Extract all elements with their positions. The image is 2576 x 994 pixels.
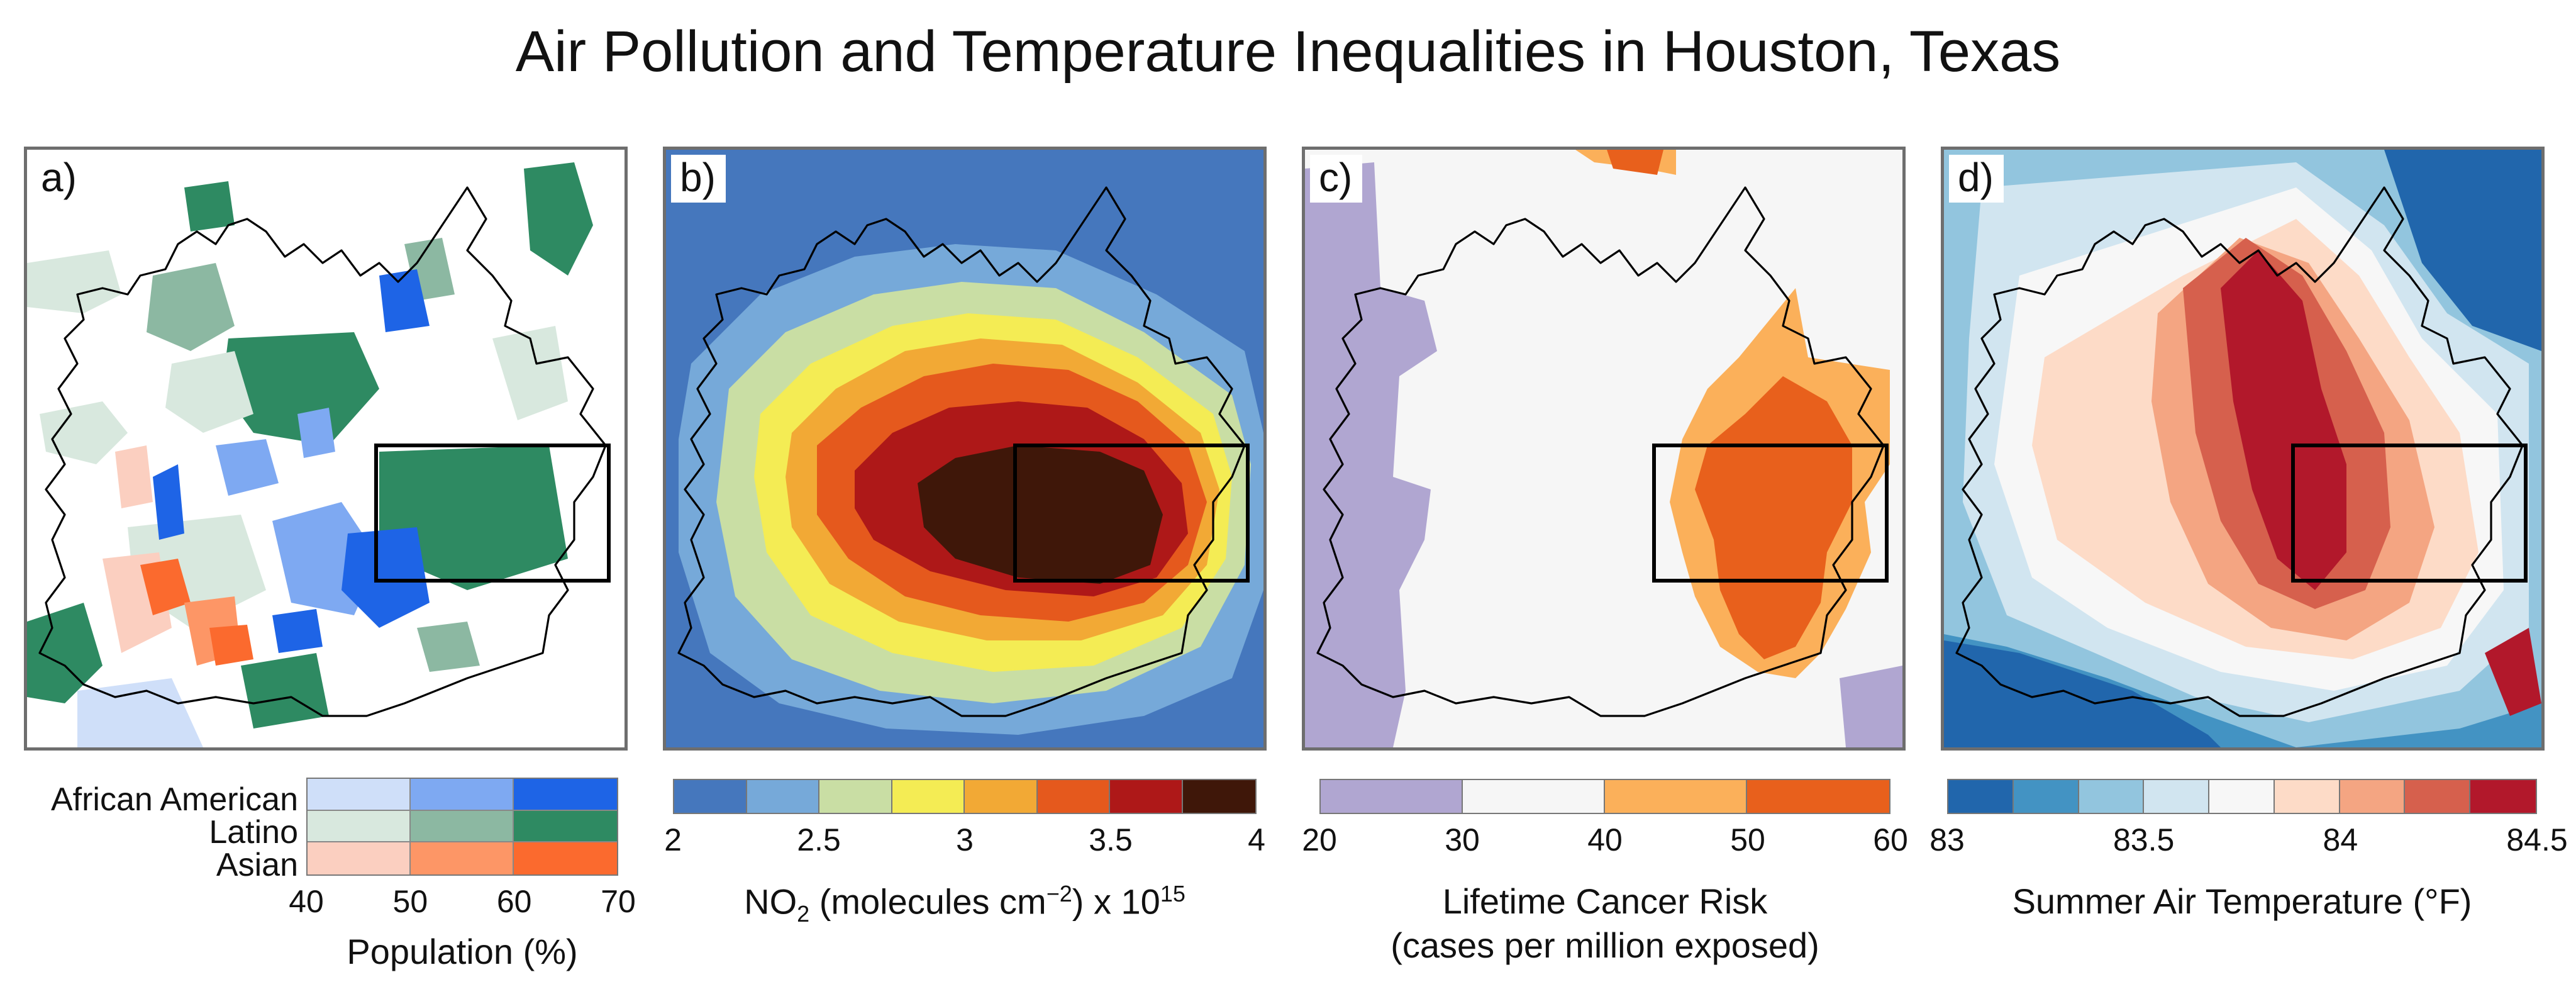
city-boundary	[1955, 186, 2524, 717]
cbar-b-swatch-4	[892, 780, 965, 813]
no2-map-svg	[666, 150, 1263, 747]
legend-cell-latino-2	[411, 810, 514, 843]
study-area-box	[1652, 444, 1889, 583]
demographic-legend-grid	[306, 778, 618, 876]
cbar-b-tick-label: 3.5	[1089, 822, 1133, 857]
no2-axis-label: NO2 (molecules cm−2) x 1015	[673, 880, 1257, 928]
cbar-c-swatch-4	[1747, 780, 1889, 813]
city-boundary	[1316, 186, 1885, 717]
no2-label-pre: NO	[744, 881, 797, 922]
panel-d-temperature-map: d)	[1941, 147, 2545, 751]
legend-row-label-latino: Latino	[209, 814, 298, 851]
temp-band-9	[2221, 250, 2346, 590]
legend-cell-asian-1	[308, 842, 411, 874]
panel-c-cancer-risk-map: c)	[1302, 147, 1906, 751]
no2-label-sub: 2	[797, 900, 810, 927]
cbar-c-tick-label: 20	[1302, 822, 1337, 857]
no2-label-sup1: −2	[1046, 881, 1072, 907]
cbar-d-swatch-9	[2470, 780, 2536, 813]
cbar-d-tick-label: 84.5	[2506, 822, 2568, 857]
legend-a-tick-label: 60	[496, 884, 532, 919]
legend-cell-asian-2	[411, 842, 514, 874]
temp-band-1a	[2384, 150, 2541, 351]
cancer-label-line1: Lifetime Cancer Risk	[1442, 881, 1768, 921]
panel-b-no2-map: b)	[663, 147, 1267, 751]
cbar-d-swatch-7	[2340, 780, 2406, 813]
figure-title: Air Pollution and Temperature Inequaliti…	[515, 20, 2061, 84]
temp-band-1b	[1944, 640, 2221, 747]
temperature-map-svg	[1944, 150, 2541, 747]
cbar-b-swatch-5	[965, 780, 1038, 813]
cancer-axis-label: Lifetime Cancer Risk (cases per million …	[1319, 880, 1890, 968]
cbar-c-swatch-3	[1605, 780, 1747, 813]
cancer-band-1b	[1840, 666, 1902, 747]
cbar-b-tick-label: 2.5	[797, 822, 841, 857]
cbar-b-tick-label: 2	[664, 822, 682, 857]
cancer-label-line2: (cases per million exposed)	[1391, 925, 1819, 965]
study-area-box	[2291, 444, 2528, 583]
panel-label-a: a)	[32, 155, 87, 203]
legend-cell-latino-3	[514, 810, 617, 843]
cbar-d-tick-label: 83	[1929, 822, 1965, 857]
no2-label-post: ) x 10	[1072, 881, 1160, 922]
legend-a-axis-label: Population (%)	[347, 932, 578, 971]
cbar-c-swatch-2	[1463, 780, 1605, 813]
temperature-colorbar	[1947, 779, 2537, 814]
cbar-b-swatch-8	[1182, 780, 1255, 813]
cancer-colorbar	[1319, 779, 1890, 814]
cbar-b-swatch-1	[674, 780, 747, 813]
cbar-b-swatch-6	[1037, 780, 1110, 813]
cbar-c-tick-label: 50	[1730, 822, 1765, 857]
legend-cell-african-american-2	[411, 779, 514, 811]
cancer-band-1	[1305, 162, 1437, 747]
legend-cell-asian-3	[514, 842, 617, 874]
temperature-axis-label: Summer Air Temperature (°F)	[2012, 881, 2472, 921]
cbar-b-swatch-7	[1110, 780, 1183, 813]
cbar-d-tick-label: 83.5	[2112, 822, 2175, 857]
legend-a-tick-label: 70	[601, 884, 636, 919]
cbar-d-swatch-1	[1948, 780, 2014, 813]
cbar-d-swatch-2	[2013, 780, 2079, 813]
cancer-band-4b	[1607, 150, 1663, 175]
cbar-d-tick-label: 84	[2323, 822, 2358, 857]
cbar-c-tick-label: 40	[1587, 822, 1623, 857]
panel-label-b: b)	[671, 155, 726, 203]
cbar-b-swatch-3	[819, 780, 892, 813]
legend-row-label-asian: Asian	[216, 847, 298, 883]
legend-cell-african-american-1	[308, 779, 411, 811]
panel-label-c: c)	[1310, 155, 1363, 203]
demographics-map-svg	[27, 150, 625, 747]
no2-colorbar	[673, 779, 1257, 814]
cbar-c-tick-label: 60	[1873, 822, 1908, 857]
temp-band-9b	[2485, 628, 2541, 716]
legend-cell-african-american-3	[514, 779, 617, 811]
legend-cell-latino-1	[308, 810, 411, 843]
demographic-patches	[27, 162, 593, 747]
legend-a-tick-label: 40	[289, 884, 324, 919]
cancer-map-svg	[1305, 150, 1902, 747]
cbar-d-swatch-3	[2079, 780, 2145, 813]
cbar-c-swatch-1	[1321, 780, 1463, 813]
no2-band-8	[918, 445, 1163, 584]
no2-label-sup2: 15	[1160, 881, 1185, 907]
study-area-box	[374, 444, 611, 583]
legend-a-tick-label: 50	[392, 884, 428, 919]
cbar-b-swatch-2	[747, 780, 819, 813]
panel-label-d: d)	[1949, 155, 2004, 203]
cbar-d-swatch-5	[2209, 780, 2275, 813]
panel-a-demographics-map: a)	[24, 147, 628, 751]
cbar-b-tick-label: 4	[1248, 822, 1265, 857]
cbar-b-tick-label: 3	[956, 822, 974, 857]
cbar-d-swatch-6	[2274, 780, 2340, 813]
study-area-box	[1013, 444, 1250, 583]
cbar-d-swatch-4	[2144, 780, 2210, 813]
city-boundary	[38, 186, 607, 717]
cbar-c-tick-label: 30	[1445, 822, 1480, 857]
city-boundary	[677, 186, 1246, 717]
cbar-d-swatch-8	[2405, 780, 2471, 813]
no2-label-mid: (molecules cm	[809, 881, 1046, 922]
legend-row-label-african-american: African American	[50, 781, 298, 818]
